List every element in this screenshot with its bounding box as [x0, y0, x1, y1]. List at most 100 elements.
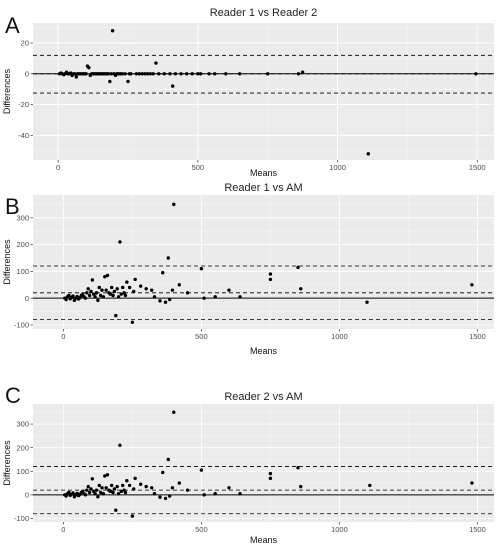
data-point: [83, 493, 88, 497]
data-point: [127, 483, 132, 488]
data-point: [114, 313, 118, 318]
data-point: [85, 488, 89, 492]
x-tick-label: 0: [56, 163, 60, 172]
x-tick-label: 1000: [331, 332, 348, 341]
y-tick-label: 100: [16, 267, 29, 276]
data-point: [268, 476, 273, 481]
data-point: [213, 491, 217, 496]
data-point: [227, 288, 231, 292]
data-point: [173, 72, 178, 76]
data-point: [158, 299, 162, 303]
data-point: [144, 484, 148, 489]
data-point: [64, 297, 68, 302]
y-tick-label: 200: [16, 240, 29, 249]
x-tick-label: 500: [195, 525, 208, 534]
data-point: [84, 72, 88, 76]
y-tick-label: 300: [16, 420, 29, 429]
plot-background: [33, 23, 494, 160]
data-point: [109, 285, 114, 290]
data-point: [103, 275, 107, 279]
data-point: [105, 273, 110, 278]
data-point: [202, 493, 206, 497]
data-point: [106, 72, 111, 76]
panel-letter: C: [5, 383, 21, 408]
data-point: [123, 293, 128, 298]
data-point: [121, 483, 125, 488]
data-point: [168, 72, 172, 76]
data-point: [123, 490, 128, 495]
data-point: [365, 300, 369, 304]
data-point: [116, 491, 121, 496]
data-point: [103, 474, 107, 478]
data-point: [101, 491, 106, 496]
data-point: [154, 61, 158, 65]
y-tick-label: 200: [16, 443, 29, 452]
data-point: [185, 291, 190, 295]
data-point: [137, 72, 141, 76]
data-point: [207, 72, 211, 76]
data-point: [90, 477, 95, 481]
data-point: [151, 72, 155, 76]
x-axis-title: Means: [250, 535, 278, 545]
data-point: [67, 293, 71, 298]
x-tick-label: 0: [61, 332, 65, 341]
data-point: [94, 488, 99, 492]
data-point: [161, 470, 165, 475]
data-point: [163, 496, 168, 501]
chart-title: Reader 1 vs Reader 2: [210, 7, 318, 19]
data-point: [98, 490, 103, 495]
x-axis-title: Means: [250, 346, 278, 356]
x-tick-label: 1000: [331, 525, 348, 534]
data-point: [296, 72, 301, 76]
data-point: [172, 202, 176, 207]
data-point: [299, 287, 303, 291]
panel-letter: B: [5, 194, 20, 219]
data-point: [108, 79, 112, 84]
y-tick-label: 0: [25, 490, 29, 499]
y-axis-title: Differences: [2, 239, 12, 285]
data-point: [213, 295, 217, 299]
data-point: [74, 75, 79, 79]
data-point: [71, 491, 75, 495]
data-point: [100, 288, 104, 292]
data-point: [143, 72, 147, 76]
data-point: [87, 65, 91, 70]
data-point: [167, 297, 172, 302]
data-point: [80, 292, 85, 296]
data-point: [104, 288, 108, 292]
y-axis-title: Differences: [2, 440, 12, 486]
data-point: [144, 287, 148, 291]
data-point: [134, 72, 139, 76]
data-point: [108, 489, 112, 494]
data-point: [177, 283, 182, 287]
y-tick-label: 20: [21, 39, 29, 48]
chart-panel-b: 0 500 1000 1500 -100 0 100 200 300 Reader 1 vs AM…: [2, 182, 494, 356]
data-point: [167, 494, 172, 498]
data-point: [67, 490, 71, 495]
data-point: [121, 285, 125, 290]
data-point: [199, 267, 204, 271]
x-axis-title: Means: [250, 168, 278, 178]
data-point: [296, 265, 300, 270]
data-point: [179, 72, 183, 76]
data-point: [122, 291, 126, 295]
data-point: [470, 283, 474, 287]
data-point: [116, 295, 121, 299]
data-point: [109, 483, 114, 488]
data-point: [98, 293, 103, 298]
x-tick-label: 1000: [329, 163, 346, 172]
data-point: [119, 292, 124, 296]
y-tick-label: -100: [14, 321, 29, 330]
data-point: [111, 293, 115, 298]
data-point: [87, 293, 92, 298]
chart-panel-c: 0 500 1000 1500 -100 0 100 200 300 Reader 2 vs AM…: [2, 383, 494, 545]
data-point: [152, 491, 157, 496]
data-point: [73, 72, 77, 76]
data-point: [86, 287, 90, 291]
y-tick-label: -100: [14, 514, 29, 523]
data-point: [158, 495, 162, 499]
y-tick-label: -40: [18, 131, 29, 140]
data-point: [212, 72, 217, 76]
data-point: [132, 289, 136, 294]
data-point: [96, 298, 100, 303]
